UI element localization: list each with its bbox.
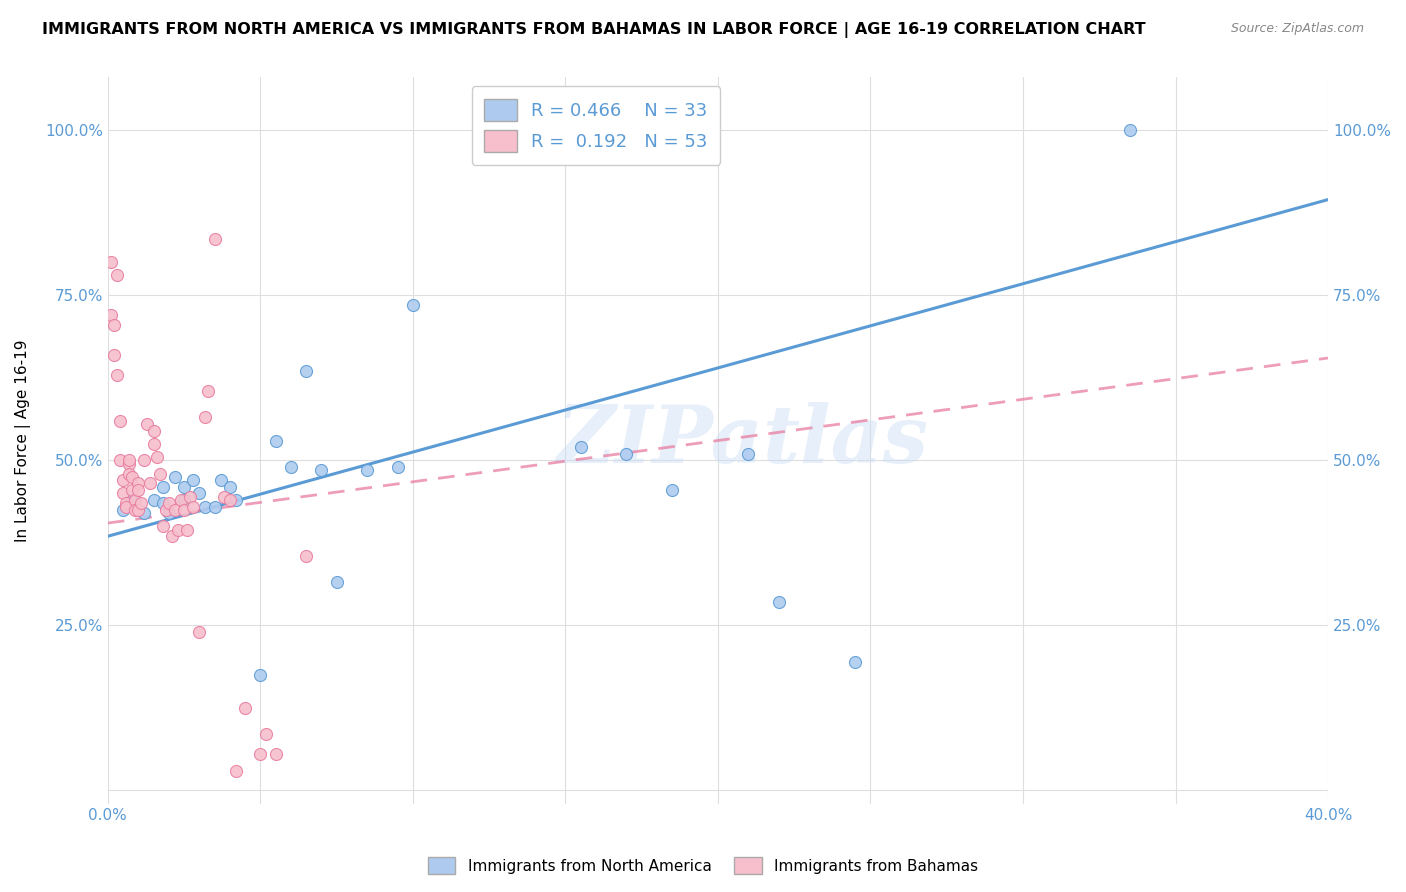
Point <box>111 486 134 500</box>
Point <box>127 483 149 497</box>
Legend: Immigrants from North America, Immigrants from Bahamas: Immigrants from North America, Immigrant… <box>422 851 984 880</box>
Point <box>142 492 165 507</box>
Point <box>173 503 195 517</box>
Point <box>225 492 247 507</box>
Point <box>118 457 141 471</box>
Point <box>218 480 240 494</box>
Point <box>173 480 195 494</box>
Point <box>325 575 347 590</box>
Point <box>155 503 177 517</box>
Point <box>103 348 125 362</box>
Point <box>124 492 146 507</box>
Legend: R = 0.466    N = 33, R =  0.192   N = 53: R = 0.466 N = 33, R = 0.192 N = 53 <box>471 87 720 165</box>
Point <box>844 655 866 669</box>
Point <box>280 459 302 474</box>
Point <box>103 318 125 332</box>
Point <box>157 506 180 520</box>
Point <box>188 624 211 639</box>
Point <box>139 476 162 491</box>
Point <box>249 668 271 682</box>
Point <box>176 523 198 537</box>
Point <box>152 496 174 510</box>
Point <box>131 496 153 510</box>
Point <box>356 463 378 477</box>
Point <box>115 500 138 514</box>
Point <box>569 440 592 454</box>
Point <box>134 506 156 520</box>
Point <box>249 747 271 761</box>
Point <box>121 470 143 484</box>
Point <box>127 476 149 491</box>
Point <box>264 747 287 761</box>
Point <box>311 463 333 477</box>
Point <box>124 503 146 517</box>
Point <box>157 496 180 510</box>
Point <box>163 470 186 484</box>
Point <box>188 486 211 500</box>
Point <box>167 523 190 537</box>
Point <box>163 503 186 517</box>
Point <box>264 434 287 448</box>
Point <box>194 500 217 514</box>
Point <box>111 473 134 487</box>
Point <box>181 473 204 487</box>
Point <box>1119 123 1142 137</box>
Point <box>179 490 201 504</box>
Point <box>100 308 122 322</box>
Point <box>105 268 128 283</box>
Point <box>118 467 141 481</box>
Point <box>108 414 131 428</box>
Point <box>121 483 143 497</box>
Point <box>108 453 131 467</box>
Point <box>661 483 683 497</box>
Point <box>152 480 174 494</box>
Point <box>181 500 204 514</box>
Point <box>121 492 143 507</box>
Point <box>387 459 409 474</box>
Point <box>194 410 217 425</box>
Point <box>212 490 235 504</box>
Point <box>105 368 128 382</box>
Point <box>233 701 256 715</box>
Point <box>145 450 167 464</box>
Point <box>254 727 277 741</box>
Point <box>616 447 638 461</box>
Point <box>118 453 141 467</box>
Point <box>115 496 138 510</box>
Point <box>111 503 134 517</box>
Point <box>173 492 195 507</box>
Point <box>295 364 318 378</box>
Point <box>100 255 122 269</box>
Text: IMMIGRANTS FROM NORTH AMERICA VS IMMIGRANTS FROM BAHAMAS IN LABOR FORCE | AGE 16: IMMIGRANTS FROM NORTH AMERICA VS IMMIGRA… <box>42 22 1146 38</box>
Text: Source: ZipAtlas.com: Source: ZipAtlas.com <box>1230 22 1364 36</box>
Point <box>136 417 159 431</box>
Y-axis label: In Labor Force | Age 16-19: In Labor Force | Age 16-19 <box>15 339 31 541</box>
Point <box>170 492 193 507</box>
Point <box>160 529 183 543</box>
Point <box>737 447 759 461</box>
Point <box>209 473 232 487</box>
Point <box>142 424 165 438</box>
Text: ZIPatlas: ZIPatlas <box>557 401 928 479</box>
Point <box>218 492 240 507</box>
Point <box>197 384 219 398</box>
Point <box>152 519 174 533</box>
Point <box>225 764 247 778</box>
Point <box>402 298 425 312</box>
Point <box>142 437 165 451</box>
Point <box>204 500 226 514</box>
Point <box>204 232 226 246</box>
Point <box>768 595 790 609</box>
Point <box>134 453 156 467</box>
Point <box>127 503 149 517</box>
Point <box>295 549 318 563</box>
Point <box>149 467 172 481</box>
